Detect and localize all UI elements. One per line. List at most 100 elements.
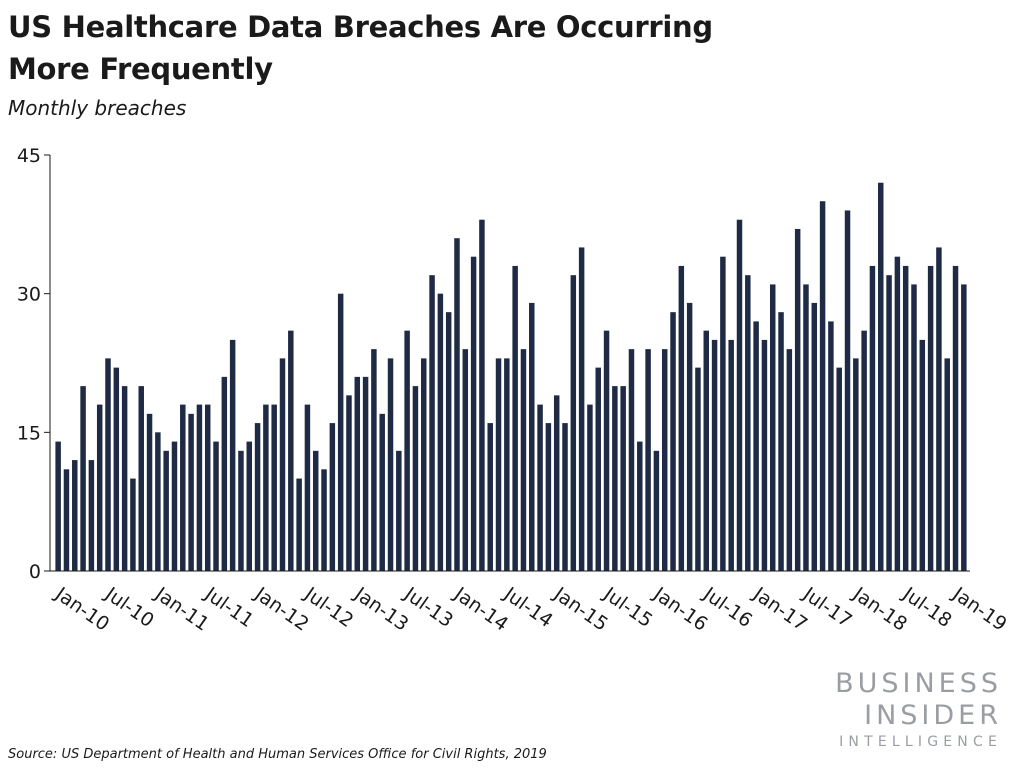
bar: [836, 367, 842, 571]
x-tick-label: Jul-16: [699, 583, 757, 633]
bar: [711, 339, 718, 571]
bar: [196, 404, 203, 571]
bar: [861, 330, 867, 571]
bar: [263, 404, 269, 571]
bar: [819, 201, 826, 571]
bar: [346, 395, 352, 571]
x-tick-label: Jan-18: [848, 583, 911, 636]
bar: [778, 312, 784, 571]
bar: [495, 358, 502, 571]
bar: [404, 330, 410, 571]
bar: [55, 441, 61, 571]
bar: [470, 256, 477, 571]
bar: [238, 450, 244, 571]
bar: [454, 238, 460, 571]
bar: [437, 293, 444, 571]
bar: [736, 219, 743, 571]
bar: [603, 330, 610, 571]
bar: [844, 210, 851, 571]
x-tick-label: Jan-19: [948, 583, 1011, 636]
bar: [121, 386, 128, 571]
bar: [720, 256, 726, 571]
bar: [163, 450, 169, 571]
bar: [927, 265, 934, 571]
bar: [80, 386, 86, 571]
bar: [728, 339, 734, 571]
bar: [678, 265, 685, 571]
bar: [902, 265, 909, 571]
bar: [944, 358, 950, 571]
bar: [138, 386, 144, 571]
bar: [371, 349, 377, 571]
bar: [595, 367, 601, 571]
bar: [354, 376, 361, 571]
bar: [296, 478, 302, 571]
x-tick-label: Jul-17: [798, 583, 856, 633]
y-tick-label: 0: [29, 561, 41, 583]
bar: [421, 358, 427, 571]
bar: [628, 349, 635, 571]
bar: [869, 265, 876, 571]
bar: [562, 423, 568, 571]
x-tick-label: Jan-11: [150, 583, 213, 636]
bar: [936, 247, 942, 571]
bar: [213, 441, 219, 571]
bar: [620, 386, 626, 571]
bar: [479, 219, 485, 571]
bar: [254, 423, 261, 571]
bar: [504, 358, 510, 571]
bar: [512, 265, 518, 571]
x-tick-label: Jan-16: [649, 583, 712, 636]
bar: [288, 330, 294, 571]
bar: [362, 376, 369, 571]
bar: [387, 358, 394, 571]
logo-line-1: BUSINESS: [835, 668, 1002, 699]
bar: [279, 358, 286, 571]
bar: [113, 367, 120, 571]
x-tick-label: Jan-15: [549, 583, 612, 636]
bar: [803, 284, 809, 571]
y-tick-label: 15: [17, 422, 41, 444]
bar: [229, 339, 236, 571]
x-tick-label: Jan-14: [449, 583, 512, 636]
bar: [886, 275, 892, 571]
bar: [337, 293, 344, 571]
bar: [462, 349, 469, 571]
bar: [271, 404, 277, 571]
bar: [828, 321, 834, 571]
bar: [487, 423, 493, 571]
bar: [96, 404, 103, 571]
x-tick-label: Jul-12: [300, 583, 358, 633]
bar: [171, 441, 178, 571]
bar: [529, 302, 535, 571]
x-tick-label: Jan-12: [250, 583, 313, 636]
x-tick-label: Jul-13: [399, 583, 457, 633]
bar: [786, 349, 793, 571]
x-axis: Jan-10Jul-10Jan-11Jul-11Jan-12Jul-12Jan-…: [50, 570, 1011, 636]
y-axis: 0 15 30 45: [17, 145, 51, 583]
bar: [321, 469, 327, 571]
x-tick-label: Jul-15: [599, 583, 657, 633]
business-insider-intelligence-logo: BUSINESS INSIDER INTELLIGENCE: [835, 668, 1002, 752]
bar: [670, 312, 676, 571]
x-tick-label: Jul-18: [898, 583, 956, 633]
bar: [695, 367, 701, 571]
bar: [72, 460, 78, 571]
bar: [520, 349, 527, 571]
bar: [246, 441, 252, 571]
bar: [587, 404, 593, 571]
bar: [180, 404, 186, 571]
bar: [794, 228, 801, 571]
y-tick-label: 30: [17, 284, 41, 306]
bars: [55, 182, 967, 572]
bar: [753, 321, 759, 571]
bar: [911, 284, 917, 571]
bar: [545, 423, 552, 571]
bar: [553, 395, 560, 571]
bar: [304, 404, 311, 571]
bar: [312, 450, 319, 571]
bar: [761, 339, 768, 571]
bar: [578, 247, 585, 571]
bar: [88, 460, 95, 571]
